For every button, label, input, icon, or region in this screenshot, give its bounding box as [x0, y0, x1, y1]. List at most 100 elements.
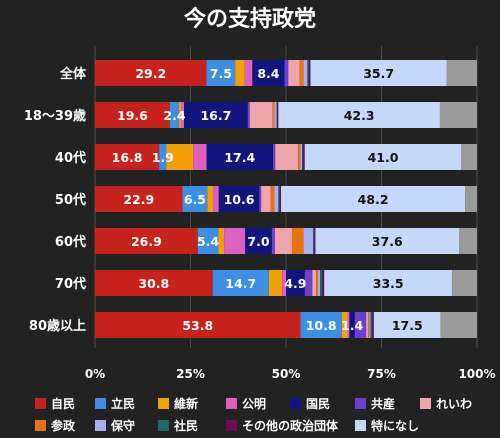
bar-segment-参政	[299, 60, 304, 86]
bar-segment-社民	[307, 60, 309, 86]
bar-segment-公明	[213, 186, 219, 212]
legend-swatch	[95, 420, 106, 431]
bar-segment-れいわ	[288, 60, 300, 86]
bar-segment-共産	[354, 312, 367, 338]
data-label: 4.9	[284, 276, 306, 291]
x-tick-label: 25%	[176, 367, 205, 381]
bar-segment-れいわ	[274, 228, 293, 254]
category-label: 全体	[59, 66, 87, 82]
bar-segment-公明	[347, 312, 350, 338]
legend-item: 共産	[355, 396, 395, 411]
data-label: 19.6	[117, 108, 148, 123]
legend-label: 立民	[111, 396, 135, 411]
bar-segment-自民	[95, 228, 198, 254]
bar-segment-社民	[278, 186, 280, 212]
bar-segment-その他の政治団体	[371, 312, 374, 338]
bar-segment-保守	[274, 186, 279, 212]
category-labels: 全体 18～39歳 40代 50代 60代 70代 80歳以上	[24, 66, 87, 334]
bar-segment-共産	[273, 144, 276, 170]
bar-segment-れいわ	[312, 270, 317, 296]
bar-segment-remainder	[465, 186, 477, 212]
legend-swatch	[290, 398, 301, 409]
bar-segment-社民	[302, 144, 303, 170]
legend-label: 共産	[371, 396, 395, 411]
bar-segment-特になし	[304, 144, 462, 170]
bar-segment-維新	[218, 228, 225, 254]
bar-segment-その他の政治団体	[322, 270, 325, 296]
legend-item: 社民	[158, 418, 198, 433]
data-label: 10.8	[306, 318, 337, 333]
bar-segment-remainder	[452, 270, 477, 296]
bar-segment-社民	[319, 270, 323, 296]
legend-item: 保守	[95, 418, 135, 433]
legend-item: その他の政治団体	[226, 418, 339, 433]
legend-label: 国民	[306, 397, 330, 411]
legend-item: 自民	[35, 396, 75, 411]
bar-segment-維新	[341, 312, 348, 338]
bar-segment-保守	[303, 228, 314, 254]
x-axis: 0% 25% 50% 75% 100%	[85, 367, 496, 381]
bar-segment-維新	[207, 186, 214, 212]
legend-label: 参政	[51, 418, 76, 433]
legend-label: その他の政治団体	[242, 418, 339, 433]
data-label: 48.2	[358, 192, 389, 207]
bar-segment-立民	[212, 270, 269, 296]
legend-swatch	[35, 398, 46, 409]
bar-segment-その他の政治団体	[308, 60, 311, 86]
bar-segment-参政	[316, 270, 319, 296]
bar-segment-その他の政治団体	[279, 186, 282, 212]
data-label: 5.4	[197, 234, 219, 249]
legend-swatch	[355, 398, 366, 409]
bar-segment-共産	[271, 228, 275, 254]
bar-segment-立民	[197, 228, 219, 254]
bar-segment-国民	[349, 312, 355, 338]
legend-swatch	[420, 398, 431, 409]
data-label: 41.0	[368, 150, 399, 165]
legend-item: 立民	[95, 396, 135, 411]
bar-segment-公明	[180, 102, 185, 128]
bar-segment-その他の政治団体	[314, 228, 316, 254]
bar-segment-保守	[300, 144, 303, 170]
bar-segment-公明	[244, 60, 253, 86]
data-label: 2.4	[163, 108, 185, 123]
data-label: 1.9	[152, 150, 174, 165]
bar-segment-自民	[95, 270, 213, 296]
bar-segment-維新	[235, 60, 245, 86]
data-label: 17.4	[224, 150, 255, 165]
legend-item: れいわ	[420, 397, 472, 411]
bar-segment-保守	[303, 60, 308, 86]
bar-segment-参政	[292, 228, 304, 254]
bar-segment-共産	[304, 270, 313, 296]
data-label: 8.4	[257, 66, 279, 81]
legend-swatch	[226, 420, 237, 431]
bar-segment-れいわ	[249, 102, 273, 128]
bar-segment-その他の政治団体	[277, 102, 279, 128]
category-label: 80歳以上	[29, 318, 86, 334]
legend-swatch	[158, 420, 169, 431]
bar-segment-共産	[247, 102, 250, 128]
data-label: 30.8	[138, 276, 169, 291]
bar-segment-自民	[95, 186, 183, 212]
bar-segment-立民	[169, 102, 180, 128]
data-label: 37.6	[372, 234, 403, 249]
bar-segment-remainder	[446, 60, 477, 86]
bar-segment-remainder	[439, 102, 477, 128]
bar-segment-remainder	[459, 228, 477, 254]
bar-segment-社民	[370, 312, 372, 338]
legend-swatch	[35, 420, 46, 431]
bar-segment-特になし	[324, 270, 453, 296]
bar-segment-参政	[270, 186, 275, 212]
legend-item: 特になし	[355, 418, 419, 433]
bar-segment-remainder	[440, 312, 477, 338]
bar-segment-保守	[369, 312, 371, 338]
legend-swatch	[158, 398, 169, 409]
bar-segment-特になし	[373, 312, 441, 338]
legend-label: 社民	[173, 418, 198, 433]
legend-label: 維新	[174, 396, 198, 411]
bar-segment-保守	[274, 102, 277, 128]
category-label: 18～39歳	[24, 108, 86, 124]
bar-segment-れいわ	[275, 144, 299, 170]
legend-swatch	[355, 420, 366, 431]
